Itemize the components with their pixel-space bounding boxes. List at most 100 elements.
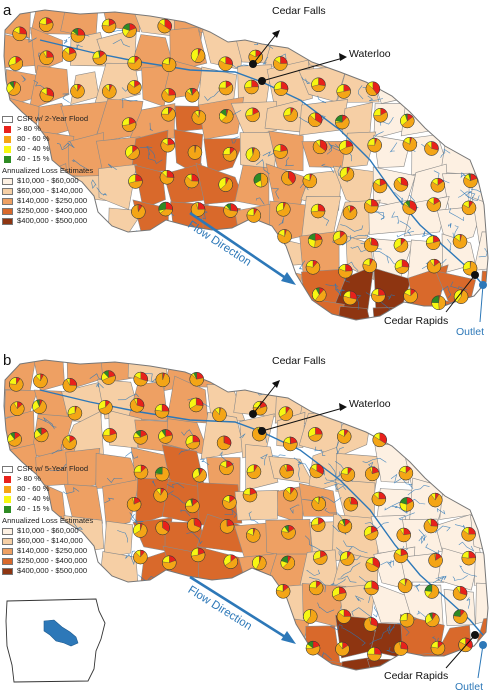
tributary (130, 550, 136, 566)
tributary (340, 562, 361, 578)
outlet-label: Outlet (456, 326, 485, 338)
csr-pie (458, 637, 473, 653)
tributary (304, 535, 321, 551)
subwatershed (4, 231, 36, 273)
csr-pie (158, 429, 173, 444)
csr-pie (92, 50, 108, 66)
tributary (104, 497, 115, 504)
tributary (447, 222, 452, 228)
tributary (418, 529, 426, 542)
subwatershed (199, 10, 243, 35)
subwatershed (402, 381, 450, 425)
tributary (325, 471, 340, 481)
legend-class-row: 40 - 15 % (2, 504, 93, 514)
tributary (122, 98, 138, 109)
subwatershed (446, 360, 481, 387)
csr-pie (184, 173, 199, 189)
subwatershed (172, 617, 199, 660)
subwatershed (62, 299, 108, 320)
csr-pie (67, 405, 83, 421)
csr-pie (363, 525, 379, 541)
subwatershed (102, 478, 141, 529)
subwatershed (134, 648, 167, 670)
csr-pie (70, 83, 85, 99)
csr-pie (161, 57, 177, 73)
csr-pie (188, 397, 204, 413)
legend-class-row: 80 - 60 % (2, 484, 93, 494)
csr-pie (393, 177, 409, 192)
legend-swatch (4, 485, 11, 493)
tributary (147, 152, 163, 165)
subwatershed (36, 298, 70, 320)
csr-pie (160, 137, 176, 153)
tributary (448, 208, 464, 222)
flow-direction-arrow (189, 211, 296, 285)
csr-pie (428, 553, 443, 568)
legend-class-label: $140,000 - $250,000 (17, 196, 88, 205)
csr-pie (367, 646, 382, 662)
csr-pie (342, 205, 358, 220)
tributary (63, 38, 68, 44)
tributary (440, 148, 451, 158)
csr-legend-title-row: CSR w/ 5-Year Flood (2, 464, 93, 474)
subwatershed (170, 652, 207, 670)
csr-pie (154, 403, 170, 419)
csr-pie (338, 140, 354, 155)
legend-class-label: $10,000 - $60,000 (17, 176, 79, 185)
csr-pie (162, 555, 177, 570)
csr-pie (246, 464, 262, 479)
tributary (334, 484, 347, 491)
csr-pie (38, 17, 54, 32)
csr-pie (277, 229, 292, 244)
csr-pie (335, 641, 350, 657)
csr-pie (128, 174, 143, 189)
csr-pie (278, 406, 294, 421)
tributary (117, 530, 129, 543)
csr-pie (159, 170, 175, 185)
subwatershed (439, 478, 482, 520)
tributary (458, 541, 475, 552)
csr-pie (283, 107, 298, 122)
tributary (71, 158, 89, 170)
csr-pie (219, 460, 234, 476)
csr-pie (12, 26, 27, 42)
csr-pie (98, 400, 113, 415)
csr-pie (273, 81, 289, 96)
tributary (454, 524, 466, 530)
csr-pie (253, 172, 269, 188)
csr-pie (343, 496, 359, 512)
tributary (422, 230, 438, 238)
csr-pie (153, 487, 168, 503)
csr-pie (212, 407, 227, 422)
subwatershed (477, 131, 488, 170)
csr-pie (363, 198, 379, 214)
tributary (33, 80, 46, 90)
legend-class-row: 80 - 60 % (2, 134, 93, 144)
legend-swatch (2, 187, 13, 195)
subwatershed (468, 445, 488, 494)
csr-pie (307, 233, 323, 248)
tributary (460, 172, 470, 179)
csr-pie (33, 373, 48, 389)
csr-pie (402, 136, 418, 152)
loss-legend-title: Annualized Loss Estimates (2, 166, 94, 175)
csr-pie (39, 87, 55, 103)
cedar-rapids-leader (445, 634, 476, 669)
tributary (387, 294, 395, 300)
csr-pie (424, 584, 440, 599)
subwatershed (4, 267, 42, 302)
subwatershed (197, 298, 233, 320)
csr-pie (305, 640, 321, 656)
legend-class-label: $140,000 - $250,000 (17, 546, 88, 555)
csr-pie (431, 295, 446, 310)
legend-class-label: $250,000 - $400,000 (17, 556, 88, 565)
tributary (136, 230, 160, 246)
csr-pie (311, 77, 326, 93)
csr-pie (132, 523, 148, 538)
csr-pie (185, 498, 200, 514)
tributary (301, 76, 311, 84)
tributary (231, 136, 239, 144)
waterloo-label: Waterloo (349, 398, 391, 410)
csr-pie (363, 617, 379, 632)
tributary (324, 507, 343, 519)
